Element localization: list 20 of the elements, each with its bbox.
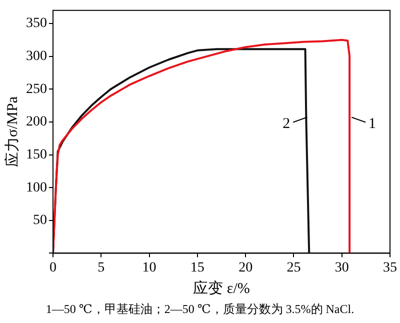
x-axis-title: 应变 ε/% xyxy=(193,280,250,297)
y-tick-label: 250 xyxy=(26,82,47,97)
y-tick-label: 100 xyxy=(26,180,47,196)
text: 1—50 ℃，甲基硅油；2—50 ℃，质量分数为 3.5%的 NaCl. xyxy=(44,301,356,318)
x-tick-label: 35 xyxy=(383,260,397,276)
y-axis-title: 应力σ/MPa xyxy=(4,96,21,168)
y-tick-label: 150 xyxy=(26,147,47,162)
y-tick-label: 50 xyxy=(33,213,47,228)
y-tick-label: 350 xyxy=(26,16,47,32)
x-tick-label: 0 xyxy=(50,260,56,276)
x-tick-label: 30 xyxy=(334,260,349,276)
series-label: 1 xyxy=(368,116,376,132)
x-tick-label: 20 xyxy=(238,260,253,276)
y-tick-label: 300 xyxy=(26,49,47,64)
x-tick-label: 25 xyxy=(286,260,301,276)
x-tick-label: 15 xyxy=(190,260,204,276)
series-label: 2 xyxy=(282,116,290,132)
x-tick-label: 10 xyxy=(142,260,156,276)
x-tick-label: 5 xyxy=(98,260,105,276)
y-tick-label: 200 xyxy=(26,114,47,130)
